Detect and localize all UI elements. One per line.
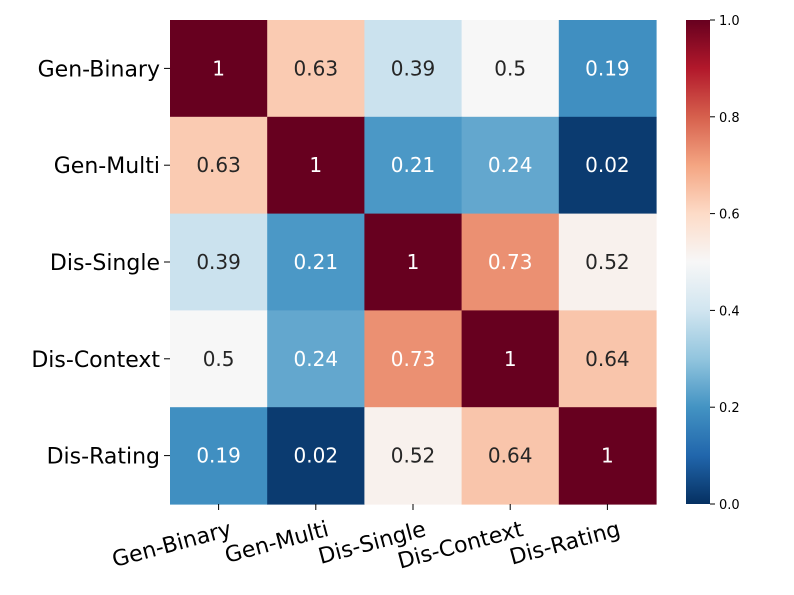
heatmap-cell-dis-rating-dis-single xyxy=(364,407,463,505)
cell-value-label: 0.64 xyxy=(488,444,533,468)
heatmap-cell-gen-binary-dis-context xyxy=(461,20,560,118)
cell-value-label: 0.64 xyxy=(585,347,630,371)
cell-value-label: 1 xyxy=(504,347,517,371)
cell-value-label: 0.19 xyxy=(196,444,241,468)
row-labels: Gen-Binary Gen-Multi Dis-Single Dis-Context… xyxy=(31,57,170,470)
cell-value-label: 0.24 xyxy=(488,153,533,177)
cell-value-label: 0.5 xyxy=(494,56,526,80)
colorbar: 0.0 0.2 0.4 0.6 0.8 1.0 xyxy=(686,14,740,513)
heatmap-cell-dis-single-dis-context xyxy=(461,213,560,311)
cell-value-label: 0.21 xyxy=(294,250,339,274)
column-label-gen-multi: Gen-Multi xyxy=(222,517,331,569)
cell-value-label: 1 xyxy=(407,250,420,274)
column-label-gen-binary: Gen-Binary xyxy=(110,517,235,573)
heatmap-cell-gen-binary-gen-multi xyxy=(267,20,365,118)
heatmap-cell-gen-multi-dis-rating xyxy=(558,116,657,215)
row-label-dis-rating: Dis-Rating xyxy=(47,445,160,470)
cell-value-label: 0.52 xyxy=(585,250,630,274)
heatmap-cell-gen-binary-gen-binary xyxy=(170,20,268,118)
heatmap-cell-dis-context-dis-single xyxy=(364,310,463,408)
colorbar-tick-label: 0.0 xyxy=(719,498,740,513)
cell-value-label: 1 xyxy=(309,153,322,177)
heatmap-cell-dis-single-dis-single xyxy=(364,213,463,311)
cell-value-label: 0.5 xyxy=(203,347,235,371)
heatmap-cell-dis-rating-dis-context xyxy=(461,407,560,505)
cell-value-label: 0.39 xyxy=(196,250,241,274)
cell-value-label: 1 xyxy=(212,56,225,80)
cell-value-label: 0.63 xyxy=(294,56,339,80)
cell-value-label: 0.02 xyxy=(585,153,630,177)
row-label-dis-context: Dis-Context xyxy=(31,348,160,373)
colorbar-gradient xyxy=(686,20,710,504)
heatmap-cell-dis-rating-gen-multi xyxy=(267,407,365,505)
cell-value-label: 0.24 xyxy=(294,347,339,371)
cell-value-label: 0.52 xyxy=(391,444,436,468)
heatmap-cell-gen-multi-gen-binary xyxy=(170,116,268,215)
heatmap-cell-gen-multi-gen-multi xyxy=(267,116,365,215)
heatmap-value-labels: 1 0.63 0.39 0.5 0.19 0.63 1 0.21 0.24 0.02 0.39 0.2… xyxy=(196,56,629,467)
heatmap-cell-dis-single-gen-multi xyxy=(267,213,365,311)
column-label-dis-rating: Dis-Rating xyxy=(507,517,623,570)
column-labels: Gen-BinaryGen-MultiDis-SingleDis-Context… xyxy=(110,504,623,575)
cell-value-label: 0.39 xyxy=(391,56,436,80)
row-label-gen-binary: Gen-Binary xyxy=(38,57,160,82)
cell-value-label: 0.21 xyxy=(391,153,436,177)
cell-value-label: 0.19 xyxy=(585,56,630,80)
cell-value-label: 0.73 xyxy=(391,347,436,371)
heatmap-cell-gen-multi-dis-context xyxy=(461,116,560,215)
colorbar-tick-label: 0.6 xyxy=(719,208,740,223)
heatmap-cell-gen-binary-dis-single xyxy=(364,20,463,118)
colorbar-tick-label: 0.8 xyxy=(719,111,740,126)
cell-value-label: 0.73 xyxy=(488,250,533,274)
cell-value-label: 0.63 xyxy=(196,153,241,177)
colorbar-tick-label: 0.4 xyxy=(719,304,740,319)
heatmap-cell-dis-context-dis-context xyxy=(461,310,560,408)
row-label-dis-single: Dis-Single xyxy=(50,251,160,276)
heatmap-cell-dis-context-gen-binary xyxy=(170,310,268,408)
heatmap-cell-gen-binary-dis-rating xyxy=(558,20,657,118)
heatmap-cell-dis-single-gen-binary xyxy=(170,213,268,311)
colorbar-tick-label: 0.2 xyxy=(719,401,740,416)
cell-value-label: 0.02 xyxy=(294,444,339,468)
cell-value-label: 1 xyxy=(601,444,614,468)
heatmap-cell-dis-context-gen-multi xyxy=(267,310,365,408)
heatmap-cell-dis-single-dis-rating xyxy=(558,213,657,311)
row-label-gen-multi: Gen-Multi xyxy=(54,154,160,179)
colorbar-tick-label: 1.0 xyxy=(719,14,740,29)
heatmap-cells xyxy=(170,20,657,505)
heatmap-cell-gen-multi-dis-single xyxy=(364,116,463,215)
heatmap-cell-dis-rating-dis-rating xyxy=(558,407,657,505)
heatmap-cell-dis-rating-gen-binary xyxy=(170,407,268,505)
heatmap-cell-dis-context-dis-rating xyxy=(558,310,657,408)
